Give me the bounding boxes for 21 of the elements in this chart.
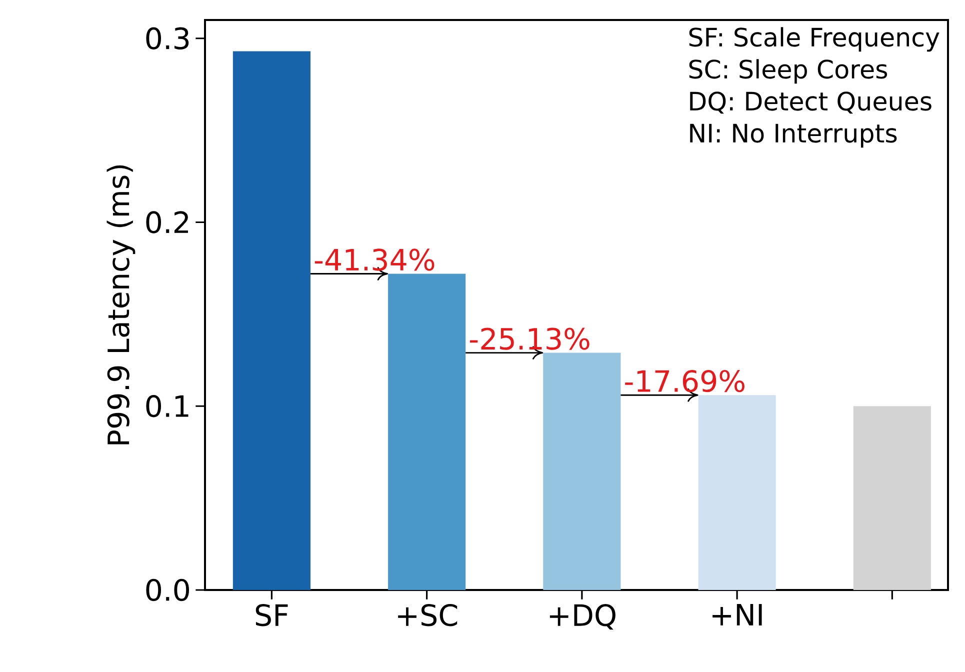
annotation: DQ: Detect Queues <box>690 92 932 114</box>
bar <box>232 51 310 590</box>
annotation: -17.69% <box>625 370 744 392</box>
annotation: -25.13% <box>470 328 590 350</box>
annotation: NI: No Interrupts <box>690 124 897 148</box>
y-tick-label: 0.3 <box>146 27 189 50</box>
x-tick-label: SF <box>256 604 288 626</box>
x-tick-label: +DQ <box>550 604 616 630</box>
y-axis-title: P99.9 Latency (ms) <box>106 165 136 444</box>
y-tick-label: 0.1 <box>146 395 188 418</box>
y-tick-label: 0.0 <box>146 578 189 602</box>
annotation: -41.34% <box>314 248 434 271</box>
bar <box>388 274 466 590</box>
annotation: SF: Scale Frequency <box>689 27 940 52</box>
bar <box>543 352 621 590</box>
bar <box>853 406 931 590</box>
x-tick-label: +NI <box>712 604 762 626</box>
x-tick-label: +SC <box>398 604 458 626</box>
y-tick-label: 0.2 <box>146 211 188 234</box>
bar <box>698 395 776 590</box>
annotation: SC: Sleep Cores <box>689 59 888 84</box>
